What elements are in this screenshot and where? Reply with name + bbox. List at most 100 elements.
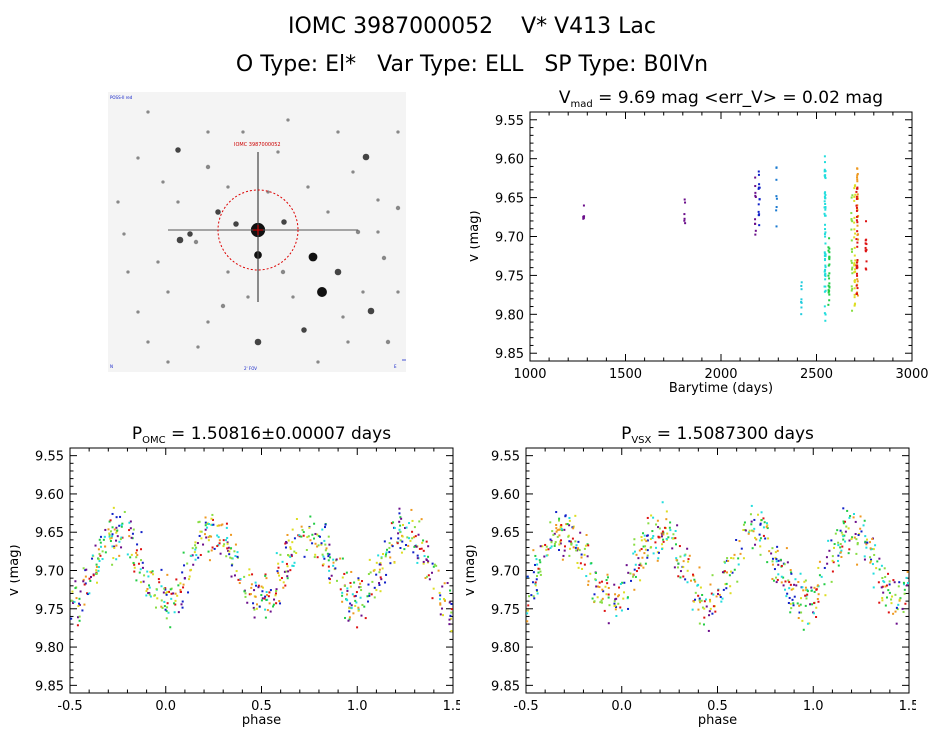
data-point — [802, 628, 805, 631]
data-point — [550, 539, 553, 542]
data-point — [339, 557, 342, 560]
data-point — [683, 217, 686, 220]
data-point — [558, 519, 561, 522]
x-tick-label: 1000 — [513, 367, 546, 382]
data-point — [673, 566, 676, 569]
data-point — [688, 554, 691, 557]
data-point — [712, 593, 715, 596]
data-point — [868, 541, 871, 544]
data-point — [842, 507, 845, 510]
data-point — [792, 604, 795, 607]
data-point — [820, 575, 823, 578]
data-point — [880, 564, 883, 567]
data-point — [869, 561, 872, 564]
data-point — [905, 576, 908, 579]
data-point — [856, 245, 859, 248]
data-point — [233, 550, 236, 553]
data-point — [856, 541, 859, 544]
data-point — [758, 183, 761, 186]
finder-star — [281, 219, 287, 225]
data-point — [405, 526, 408, 529]
data-point — [805, 594, 808, 597]
data-point — [115, 516, 118, 519]
data-point — [230, 547, 233, 550]
data-point — [600, 601, 603, 604]
data-point — [657, 526, 660, 529]
data-point — [565, 523, 568, 526]
data-point — [824, 594, 827, 597]
finder-star — [396, 130, 400, 134]
data-point — [780, 564, 783, 567]
data-point — [302, 531, 305, 534]
data-point — [660, 535, 663, 538]
chart-title: POMC = 1.50816±0.00007 days — [132, 424, 391, 446]
data-point — [775, 558, 778, 561]
data-point — [854, 193, 857, 196]
data-point — [202, 543, 205, 546]
finder-star — [246, 295, 250, 299]
data-point — [277, 562, 280, 565]
y-tick-label: 9.55 — [495, 114, 524, 129]
data-point — [613, 602, 616, 605]
data-point — [327, 559, 330, 562]
data-point — [280, 577, 283, 580]
data-point — [166, 606, 169, 609]
data-point — [630, 579, 633, 582]
data-point — [108, 535, 111, 538]
data-point — [776, 545, 779, 548]
data-point — [115, 531, 118, 534]
data-point — [368, 558, 371, 561]
data-point — [113, 545, 116, 548]
data-point — [750, 520, 753, 523]
chart-title: PVSX = 1.5087300 days — [621, 424, 814, 446]
data-point — [641, 556, 644, 559]
data-point — [208, 559, 211, 562]
data-point — [217, 524, 220, 527]
finder-star — [317, 287, 327, 297]
data-point — [169, 626, 172, 629]
data-point — [261, 590, 264, 593]
data-point — [449, 614, 452, 617]
data-point — [764, 537, 767, 540]
data-point — [683, 213, 686, 216]
data-point — [427, 560, 430, 563]
data-point — [158, 581, 161, 584]
data-point — [627, 571, 630, 574]
data-point — [359, 586, 362, 589]
data-point — [689, 579, 692, 582]
data-point — [757, 214, 760, 217]
data-point — [853, 281, 856, 284]
y-axis-label: V (mag) — [470, 210, 482, 262]
data-point — [828, 277, 831, 280]
data-point — [878, 568, 881, 571]
data-point — [797, 617, 800, 620]
data-point — [282, 586, 285, 589]
data-point — [758, 533, 761, 536]
data-point — [329, 556, 332, 559]
data-point — [348, 607, 351, 610]
data-point — [674, 529, 677, 532]
data-point — [390, 537, 393, 540]
data-point — [350, 604, 353, 607]
data-point — [357, 608, 360, 611]
data-point — [752, 530, 755, 533]
data-point — [702, 623, 705, 626]
data-point — [658, 536, 661, 539]
data-point — [244, 592, 247, 595]
data-point — [353, 581, 356, 584]
data-point — [635, 553, 638, 556]
data-point — [855, 204, 858, 207]
data-point — [231, 557, 234, 560]
data-point — [112, 506, 115, 509]
data-point — [856, 176, 859, 179]
data-point — [212, 523, 215, 526]
data-point — [265, 577, 268, 580]
data-point — [580, 556, 583, 559]
data-point — [177, 611, 180, 614]
data-point — [535, 578, 538, 581]
data-point — [824, 202, 827, 205]
data-point — [101, 558, 104, 561]
data-point — [275, 552, 278, 555]
data-point — [284, 542, 287, 545]
data-point — [295, 551, 298, 554]
